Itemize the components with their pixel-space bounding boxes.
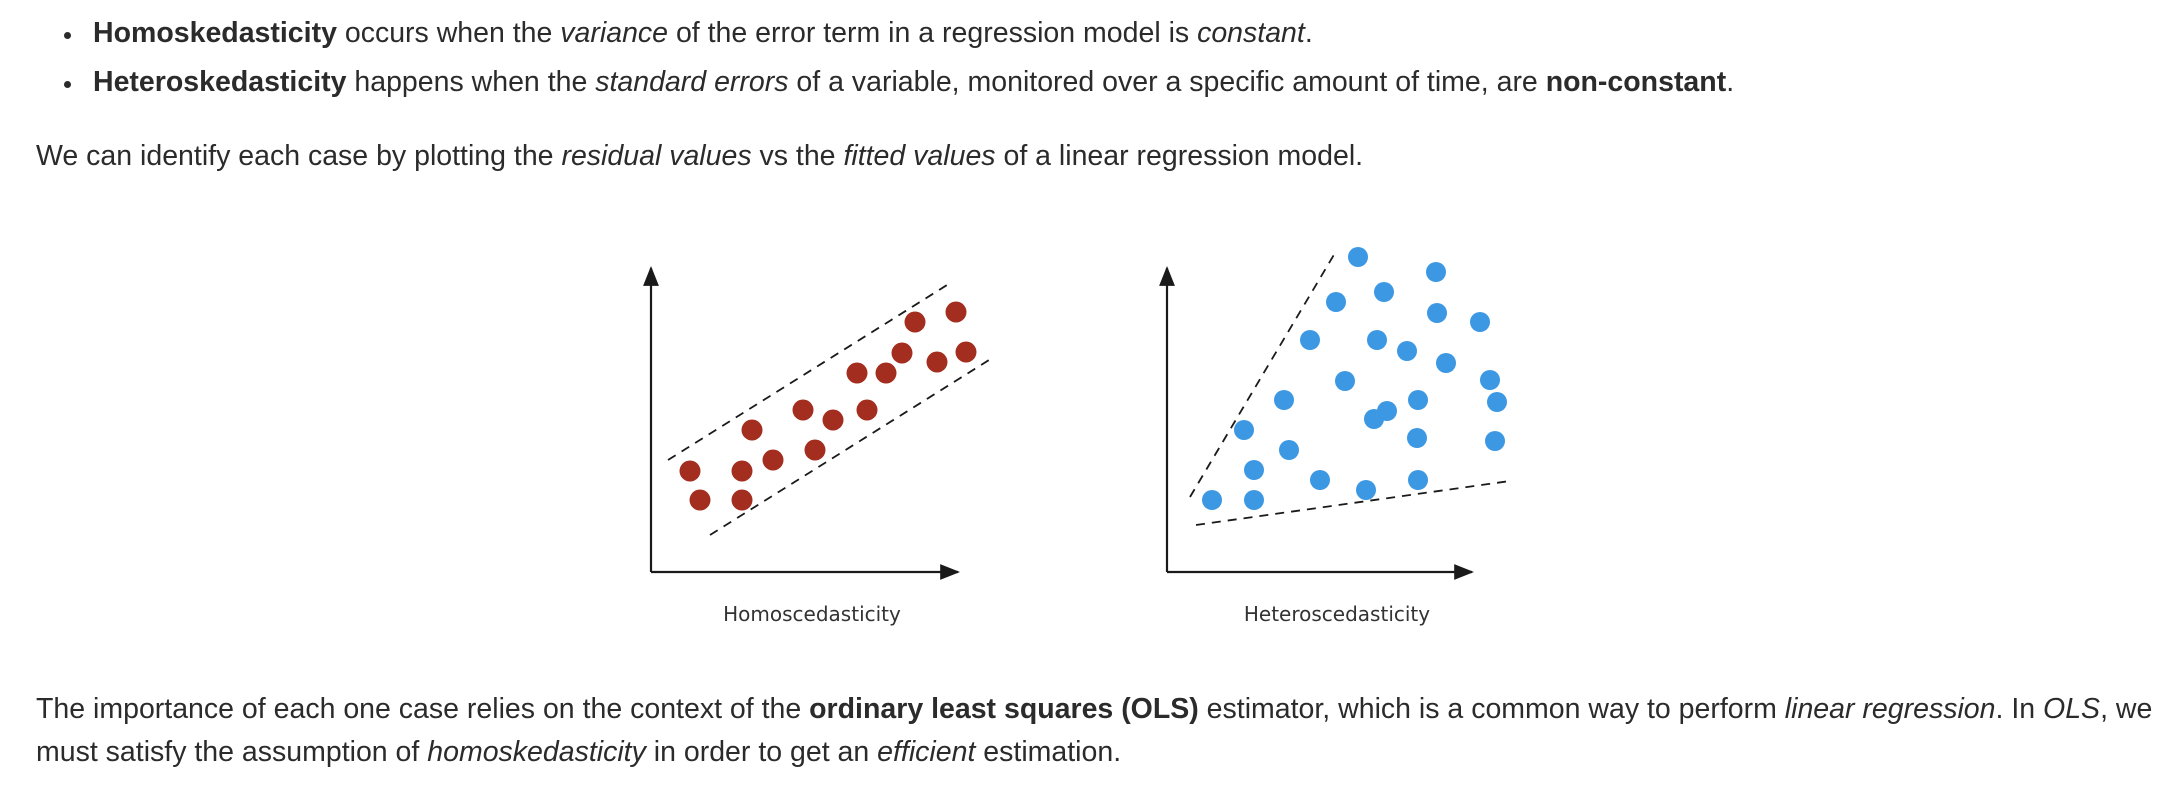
term-homoskedasticity: Homoskedasticity <box>93 17 337 49</box>
scatter-point <box>1335 371 1355 391</box>
scatter-point <box>1300 330 1320 350</box>
scatter-figure: Homoscedasticity Heteroscedasticity <box>643 247 1511 626</box>
heteroscedasticity-caption: Heteroscedasticity <box>1244 602 1430 626</box>
scatter-point <box>1367 330 1387 350</box>
scatter-point <box>1436 353 1456 373</box>
emphasis-residual-values: residual values <box>561 140 752 172</box>
heteroscedasticity-panel: Heteroscedasticity <box>1159 247 1511 626</box>
scatter-point <box>1244 460 1264 480</box>
scatter-point <box>1408 390 1428 410</box>
scatter-point <box>904 311 926 333</box>
scatter-point <box>945 301 967 323</box>
text-run: happens when the <box>346 66 596 98</box>
emphasis-standard-errors: standard errors <box>595 66 789 98</box>
scatter-point <box>1407 428 1427 448</box>
scatter-point <box>1427 303 1447 323</box>
emphasis-fitted-values: fitted values <box>843 140 996 172</box>
scatter-point <box>1356 480 1376 500</box>
scatter-point <box>1470 312 1490 332</box>
scatter-point <box>1234 420 1254 440</box>
emphasis-efficient: efficient <box>877 736 976 768</box>
scatter-point <box>1487 392 1507 412</box>
text-run: . In <box>1995 693 2044 725</box>
text-run: occurs when the <box>336 17 561 49</box>
text-run: of the error term in a regression model … <box>668 17 1198 49</box>
term-heteroskedasticity: Heteroskedasticity <box>93 66 347 98</box>
scatter-point <box>1279 440 1299 460</box>
text-run: must satisfy the assumption of <box>36 736 428 768</box>
upper-bound-line <box>1189 252 1336 498</box>
scatter-point <box>1408 470 1428 490</box>
scatter-point <box>1480 370 1500 390</box>
scatter-point <box>1310 470 1330 490</box>
upper-bound-line <box>667 284 948 461</box>
scatter-point <box>1326 292 1346 312</box>
text-run: The importance of each one case relies o… <box>36 693 810 725</box>
homoscedasticity-panel: Homoscedasticity <box>643 266 990 626</box>
outro-line-1: The importance of each one case relies o… <box>36 688 2152 731</box>
text-run: We can identify each case by plotting th… <box>36 140 562 172</box>
scatter-point <box>1348 247 1368 267</box>
text-run: , we <box>2100 693 2153 725</box>
strong-ols: ordinary least squares (OLS) <box>809 693 1199 725</box>
scatter-point <box>731 489 753 511</box>
heteroscedasticity-points <box>1202 247 1507 510</box>
emphasis-variance: variance <box>560 17 669 49</box>
text-run: . <box>1726 66 1735 98</box>
lower-bound-line <box>1195 480 1511 526</box>
scatter-point <box>689 489 711 511</box>
homoscedasticity-caption: Homoscedasticity <box>723 602 901 626</box>
outro-paragraph: The importance of each one case relies o… <box>36 688 2152 774</box>
scatter-point <box>891 342 913 364</box>
scatter-point <box>1202 490 1222 510</box>
homoscedasticity-points <box>679 301 977 511</box>
scatter-point <box>792 399 814 421</box>
lower-bound-line <box>709 359 990 536</box>
scatter-point <box>1426 262 1446 282</box>
scatter-point <box>856 399 878 421</box>
text-run: . <box>1304 17 1313 49</box>
scatter-point <box>762 449 784 471</box>
list-item-heteroskedasticity: Heteroskedasticity happens when the stan… <box>64 61 1734 110</box>
scatter-point <box>1244 490 1264 510</box>
emphasis-ols: OLS <box>2043 693 2101 725</box>
list-item-homoskedasticity: Homoskedasticity occurs when the varianc… <box>64 12 1734 61</box>
scatter-point <box>1274 390 1294 410</box>
scatter-point <box>926 351 948 373</box>
strong-non-constant: non-constant <box>1545 66 1727 98</box>
scatter-point <box>1485 431 1505 451</box>
scatter-point <box>1374 282 1394 302</box>
definition-list: Homoskedasticity occurs when the varianc… <box>64 12 1734 110</box>
emphasis-homoskedasticity: homoskedasticity <box>427 736 646 768</box>
scatter-point <box>1364 409 1384 429</box>
scatter-point <box>679 460 701 482</box>
scatter-point <box>822 409 844 431</box>
scatter-point <box>955 341 977 363</box>
emphasis-constant: constant <box>1197 17 1305 49</box>
text-run: vs the <box>751 140 844 172</box>
intro-paragraph: We can identify each case by plotting th… <box>36 135 1363 178</box>
scatter-point <box>1397 341 1417 361</box>
scatter-point <box>804 439 826 461</box>
scatter-point <box>731 460 753 482</box>
scatter-point <box>875 362 897 384</box>
outro-line-2: must satisfy the assumption of homoskeda… <box>36 731 2152 774</box>
text-run: estimator, which is a common way to perf… <box>1198 693 1785 725</box>
text-run: of a linear regression model. <box>995 140 1364 172</box>
text-run: in order to get an <box>645 736 878 768</box>
scatter-point <box>741 419 763 441</box>
scatter-point <box>846 362 868 384</box>
emphasis-linear-regression: linear regression <box>1784 693 1996 725</box>
text-run: of a variable, monitored over a specific… <box>788 66 1546 98</box>
text-run: estimation. <box>975 736 1122 768</box>
